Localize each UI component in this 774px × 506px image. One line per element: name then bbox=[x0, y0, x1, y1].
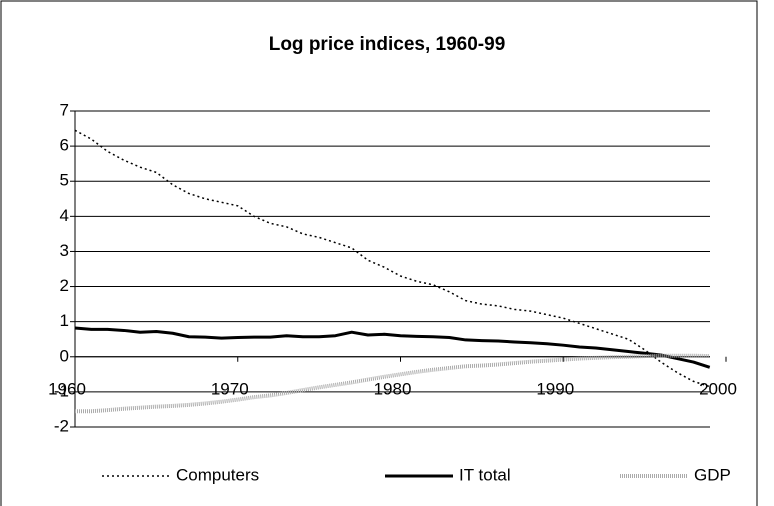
y-tick-label: -1 bbox=[54, 381, 69, 400]
y-tick-label: 7 bbox=[60, 100, 69, 119]
line-series bbox=[74, 326, 711, 369]
legend-label: IT total bbox=[459, 465, 511, 484]
y-tick-label: 0 bbox=[60, 346, 69, 365]
chart-border bbox=[0, 0, 758, 506]
y-tick-label: -2 bbox=[54, 416, 69, 435]
x-tick-label: 2000 bbox=[699, 379, 737, 398]
chart-title: Log price indices, 1960-99 bbox=[269, 34, 506, 55]
x-tick-label: 1980 bbox=[374, 379, 412, 398]
y-tick-label: 2 bbox=[60, 276, 69, 295]
legend-label: GDP bbox=[694, 465, 731, 484]
y-tick-label: 6 bbox=[60, 136, 69, 155]
y-tick-label: 1 bbox=[60, 311, 69, 330]
x-tick-label: 1990 bbox=[536, 379, 574, 398]
y-tick-label: 4 bbox=[60, 206, 69, 225]
y-tick-label: 5 bbox=[60, 171, 69, 190]
x-tick-label: 1970 bbox=[211, 379, 249, 398]
y-tick-label: 3 bbox=[60, 241, 69, 260]
line-series bbox=[74, 129, 710, 388]
line-series bbox=[75, 353, 710, 414]
x-tick-label: 1960 bbox=[48, 379, 86, 398]
legend-label: Computers bbox=[176, 465, 259, 484]
